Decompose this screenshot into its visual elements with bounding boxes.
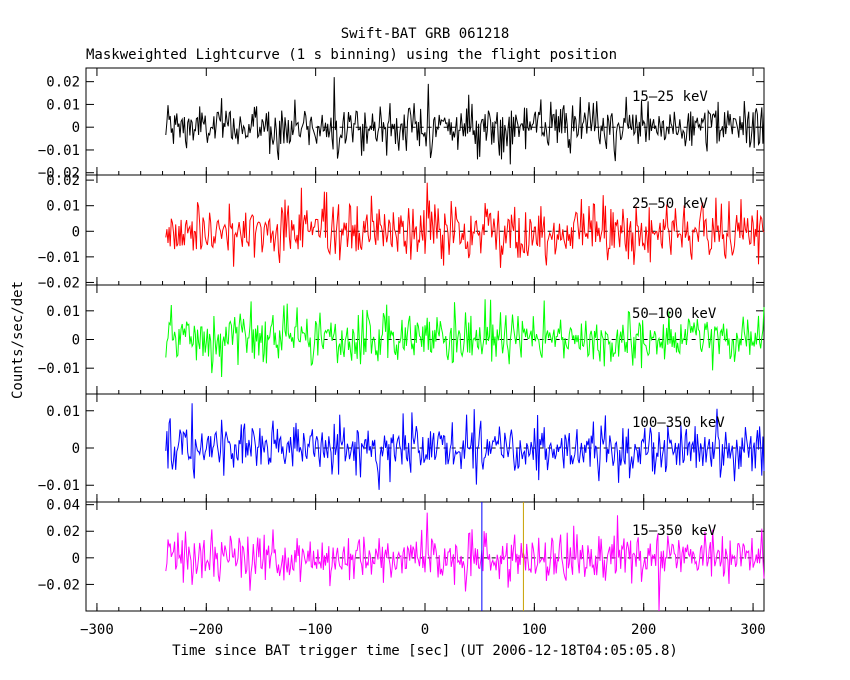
x-tick-label: −100 [299, 622, 333, 638]
y-tick-label: 0.02 [46, 524, 80, 540]
panel-4: −0.01 0 0.01 100–350 keV [38, 393, 765, 503]
y-tick-label: −0.02 [38, 166, 80, 182]
y-tick-label: 0.01 [46, 304, 80, 320]
band-label: 50–100 keV [632, 306, 717, 322]
lightcurve-series [165, 403, 765, 490]
y-tick-label: 0.02 [46, 75, 80, 91]
x-tick-label: 200 [631, 622, 656, 638]
y-tick-label: 0.01 [46, 97, 80, 113]
lightcurve-series [165, 512, 765, 612]
y-tick-label: 0.01 [46, 199, 80, 215]
y-tick-label: 0.02 [46, 173, 80, 189]
band-label: 15–25 keV [632, 89, 708, 105]
y-axis-label: Counts/sec/det [10, 281, 26, 399]
panel-2: −0.02 −0.01 0 0.01 0.02 25–50 keV [38, 173, 765, 291]
y-tick-label: −0.01 [38, 143, 80, 159]
panel-5: −0.02 0 0.02 0.04 15–350 keV [38, 498, 765, 612]
y-tick-label: 0 [72, 224, 80, 240]
x-tick-label: 0 [421, 622, 429, 638]
x-tick-label: 300 [740, 622, 765, 638]
y-tick-label: 0 [72, 551, 80, 567]
y-tick-label: −0.01 [38, 250, 80, 266]
band-label: 15–350 keV [632, 523, 717, 539]
panel-1: −0.02 −0.01 0 0.01 0.02 15–25 keV [38, 67, 765, 182]
x-tick-label: 100 [522, 622, 547, 638]
lightcurve-series [165, 299, 765, 378]
y-tick-label: −0.01 [38, 478, 80, 494]
y-tick-label: 0.04 [46, 498, 80, 514]
y-tick-label: 0 [72, 441, 80, 457]
band-label: 25–50 keV [632, 196, 708, 212]
lightcurve-series [165, 77, 765, 165]
y-tick-label: −0.01 [38, 361, 80, 377]
x-tick-label: −200 [189, 622, 223, 638]
panels-group: −0.02 −0.01 0 0.01 0.02 15–25 keV −0.02 −0.01 0 0… [38, 67, 765, 612]
y-tick-label: −0.02 [38, 577, 80, 593]
chart-subtitle: Maskweighted Lightcurve (1 s binning) us… [86, 47, 617, 63]
x-axis: −300 −200 −100 0 100 200 300 [80, 622, 766, 638]
panel-frame [85, 501, 765, 612]
chart-title: Swift-BAT GRB 061218 [341, 26, 510, 42]
y-tick-label: 0.01 [46, 404, 80, 420]
band-label: 100–350 keV [632, 415, 725, 431]
x-axis-label: Time since BAT trigger time [sec] (UT 20… [172, 643, 678, 659]
y-tick-label: 0 [72, 333, 80, 349]
panel-3: −0.01 0 0.01 50–100 keV [38, 284, 765, 395]
y-tick-label: 0 [72, 120, 80, 136]
x-tick-label: −300 [80, 622, 114, 638]
lightcurve-series [165, 182, 765, 268]
y-tick-label: −0.02 [38, 275, 80, 291]
